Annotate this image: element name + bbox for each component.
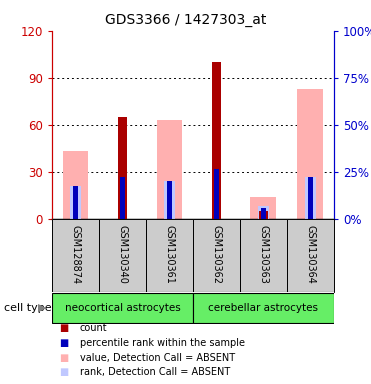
Text: rank, Detection Call = ABSENT: rank, Detection Call = ABSENT	[80, 367, 230, 377]
FancyBboxPatch shape	[52, 219, 99, 292]
Bar	[70, 186, 81, 219]
Bar	[257, 206, 269, 219]
Bar	[62, 151, 88, 219]
Bar	[298, 89, 324, 219]
Bar	[259, 211, 267, 219]
Bar	[250, 197, 276, 219]
Text: GSM130363: GSM130363	[259, 225, 268, 284]
Text: neocortical astrocytes: neocortical astrocytes	[65, 303, 180, 313]
Bar	[157, 120, 183, 219]
Text: ▶: ▶	[39, 303, 47, 313]
Text: ■: ■	[59, 367, 69, 377]
Bar	[164, 181, 175, 219]
Bar	[212, 62, 221, 219]
FancyBboxPatch shape	[193, 219, 240, 292]
Text: ■: ■	[59, 353, 69, 362]
Bar	[73, 186, 78, 219]
Bar	[119, 177, 125, 219]
FancyBboxPatch shape	[146, 219, 193, 292]
FancyBboxPatch shape	[287, 219, 334, 292]
Text: ■: ■	[59, 323, 69, 333]
FancyBboxPatch shape	[240, 219, 287, 292]
Text: cell type: cell type	[4, 303, 51, 313]
Bar	[167, 181, 172, 219]
Bar	[118, 117, 127, 219]
Bar	[305, 177, 316, 219]
Text: percentile rank within the sample: percentile rank within the sample	[80, 338, 245, 348]
Text: GSM130361: GSM130361	[164, 225, 174, 284]
Text: ■: ■	[59, 338, 69, 348]
Bar	[214, 169, 219, 219]
Text: cerebellar astrocytes: cerebellar astrocytes	[209, 303, 318, 313]
Text: GSM128874: GSM128874	[70, 225, 81, 284]
Bar	[260, 208, 266, 219]
Bar	[308, 177, 313, 219]
Bar	[52, 293, 193, 323]
Text: count: count	[80, 323, 107, 333]
Text: GSM130364: GSM130364	[305, 225, 315, 284]
Bar	[193, 293, 334, 323]
Text: GSM130362: GSM130362	[211, 225, 221, 284]
Text: value, Detection Call = ABSENT: value, Detection Call = ABSENT	[80, 353, 235, 362]
Text: GSM130340: GSM130340	[118, 225, 127, 284]
Text: GDS3366 / 1427303_at: GDS3366 / 1427303_at	[105, 13, 266, 27]
FancyBboxPatch shape	[99, 219, 146, 292]
